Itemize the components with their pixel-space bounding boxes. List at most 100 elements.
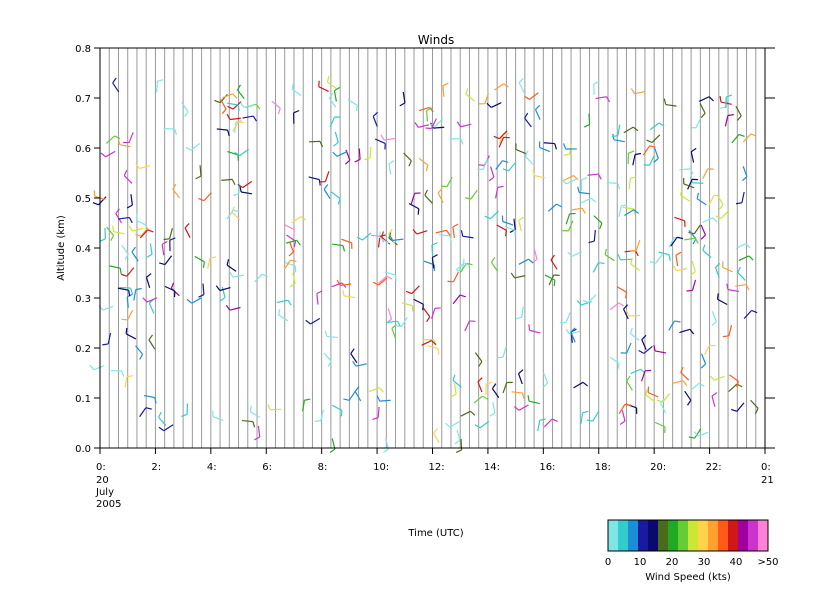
barb-flag: [617, 253, 621, 260]
wind-barb: [464, 189, 478, 200]
barb-shaft: [323, 189, 331, 199]
barb-flag: [326, 75, 330, 83]
wind-barb: [488, 166, 495, 182]
barb-shaft: [696, 198, 707, 206]
wind-barb: [735, 243, 751, 250]
wind-barb: [278, 308, 289, 322]
wind-barb: [604, 248, 615, 262]
barb-shaft: [156, 81, 158, 93]
barb-flag: [121, 318, 128, 321]
barb-shaft: [533, 174, 545, 179]
barb-flag: [225, 304, 231, 311]
barb-shaft: [434, 117, 444, 127]
barb-shaft: [649, 122, 660, 131]
wind-barb: [646, 134, 661, 144]
y-tick-label: 0.7: [75, 94, 91, 105]
barb-flag: [239, 102, 245, 108]
barb-shaft: [651, 134, 661, 143]
barb-shaft: [121, 245, 129, 255]
barb-flag: [305, 319, 311, 325]
wind-barb: [254, 273, 268, 283]
barb-shaft: [654, 350, 666, 354]
wind-barb: [106, 135, 121, 144]
barb-flag: [693, 431, 699, 437]
barb-shaft: [119, 144, 131, 148]
wind-barb: [455, 262, 470, 271]
barb-flag: [629, 327, 633, 334]
wind-barb: [293, 109, 300, 124]
barb-shaft: [566, 178, 577, 185]
barb-shaft: [383, 137, 395, 141]
wind-barb: [388, 160, 395, 175]
wind-barb: [587, 173, 602, 180]
wind-barb: [562, 143, 577, 150]
wind-barb: [354, 386, 362, 402]
barb-flag: [202, 261, 205, 268]
barb-shaft: [118, 216, 130, 220]
barb-flag: [333, 141, 339, 147]
wind-barb: [716, 293, 728, 306]
barb-flag: [625, 310, 630, 317]
wind-barb: [496, 224, 507, 237]
barb-shaft: [728, 325, 733, 336]
barb-flag: [582, 381, 589, 387]
wind-barb: [163, 228, 174, 241]
wind-barb: [143, 394, 157, 404]
wind-barb: [620, 342, 632, 354]
colorbar-swatch: [748, 520, 759, 551]
barb-flag: [354, 386, 360, 392]
barb-flag: [354, 158, 361, 163]
barb-shaft: [219, 287, 231, 292]
barb-shaft: [680, 372, 690, 381]
barb-shaft: [456, 429, 461, 441]
wind-barb: [606, 182, 621, 190]
barb-shaft: [291, 216, 302, 224]
barb-flag: [112, 77, 117, 84]
wind-barb: [567, 251, 583, 257]
wind-barb: [547, 203, 563, 212]
wind-barb: [474, 420, 490, 429]
colorbar-swatch: [618, 520, 629, 551]
barb-shaft: [291, 88, 302, 96]
barb-shaft: [736, 402, 745, 412]
barb-shaft: [348, 390, 356, 401]
barb-flag: [424, 189, 428, 196]
barb-flag: [329, 448, 336, 454]
wind-barb: [115, 208, 123, 224]
barb-flag: [532, 169, 535, 176]
barb-shaft: [172, 188, 180, 199]
wind-barb: [438, 234, 453, 242]
barb-shaft: [728, 383, 738, 393]
barb-shaft: [645, 394, 655, 402]
barb-shaft: [139, 229, 149, 239]
wind-barb: [741, 166, 748, 182]
barb-flag: [735, 202, 743, 205]
barb-shaft: [623, 126, 634, 134]
barb-flag: [300, 216, 307, 221]
barb-shaft: [573, 381, 584, 389]
barb-shaft: [616, 286, 627, 293]
barb-shaft: [119, 286, 131, 289]
barb-flag: [682, 380, 688, 387]
barb-shaft: [741, 191, 745, 203]
barb-shaft: [623, 308, 629, 320]
barb-flag: [444, 422, 451, 428]
wind-barb: [328, 92, 337, 108]
barb-shaft: [464, 320, 471, 332]
barb-shaft: [146, 297, 158, 303]
barb-shaft: [403, 152, 412, 162]
wind-barb: [532, 169, 545, 179]
barb-flag: [89, 364, 95, 371]
y-tick-label: 0.3: [75, 294, 91, 305]
barb-flag: [119, 268, 122, 275]
wind-barb: [490, 256, 499, 272]
x-tick-label: 12:: [429, 462, 445, 473]
barb-flag: [412, 228, 418, 235]
barb-flag: [551, 418, 558, 422]
wind-barb: [109, 265, 122, 275]
barb-shaft: [140, 227, 149, 237]
wind-barb: [577, 186, 591, 195]
barb-flag: [719, 96, 722, 103]
barb-flag: [527, 395, 530, 402]
barb-flag: [630, 176, 637, 180]
